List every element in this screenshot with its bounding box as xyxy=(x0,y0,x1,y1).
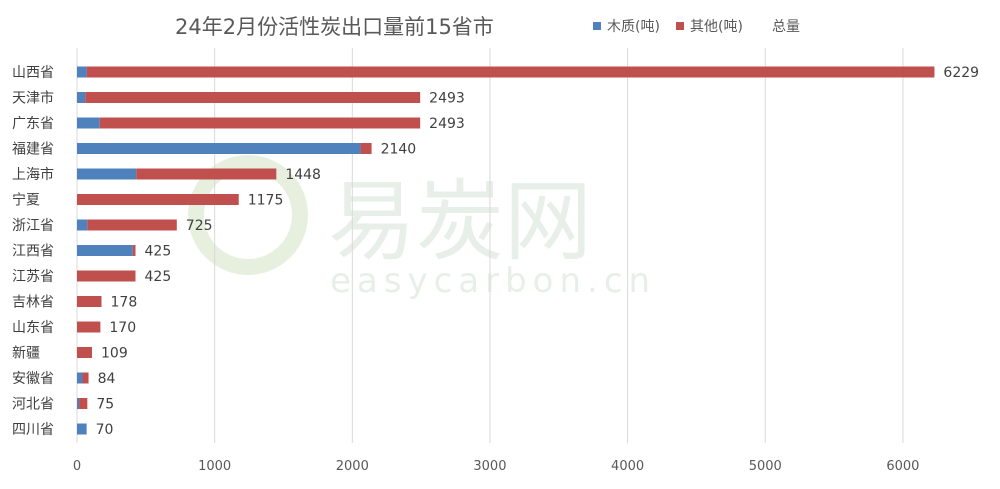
total-data-label: 2493 xyxy=(429,116,465,132)
bar-other xyxy=(360,143,372,154)
total-data-label: 70 xyxy=(96,422,114,438)
bar-wood xyxy=(77,423,87,435)
bar-other xyxy=(99,117,421,129)
total-data-label: 75 xyxy=(96,397,114,413)
bar-other xyxy=(85,92,421,103)
legend-label-total: 总量 xyxy=(772,19,800,35)
bar-wood xyxy=(77,245,133,256)
category-label: 宁夏 xyxy=(12,192,40,209)
x-tick-label: 1000 xyxy=(198,459,231,474)
bar-other xyxy=(86,66,935,78)
bars xyxy=(77,66,935,435)
category-label: 江西省 xyxy=(12,244,54,260)
bar-wood xyxy=(77,117,100,129)
x-tick-label: 0 xyxy=(73,459,81,474)
total-data-label: 2493 xyxy=(429,91,465,107)
bar-wood xyxy=(77,398,80,409)
legend: 木质(吨) 其他(吨) 总量 xyxy=(593,19,800,35)
bar-other xyxy=(77,270,136,282)
total-data-label: 178 xyxy=(111,295,138,311)
total-data-label: 170 xyxy=(109,320,136,336)
chart-title: 24年2月份活性炭出口量前15省市 xyxy=(175,15,494,39)
category-label: 河北省 xyxy=(12,397,54,413)
x-tick-label: 3000 xyxy=(473,459,506,474)
total-data-label: 6229 xyxy=(943,65,979,81)
bar-other xyxy=(87,219,177,231)
category-label: 天津市 xyxy=(12,90,54,107)
x-tick-labels: 0 1000 2000 3000 4000 5000 6000 xyxy=(73,459,920,474)
category-label: 山东省 xyxy=(12,320,54,336)
category-label: 吉林省 xyxy=(12,295,54,311)
bar-other xyxy=(132,245,136,256)
category-labels: 山西省天津市广东省福建省上海市宁夏浙江省江西省江苏省吉林省山东省新疆安徽省河北省… xyxy=(12,65,54,438)
total-data-label: 425 xyxy=(145,269,172,285)
category-label: 浙江省 xyxy=(12,218,54,234)
bar-wood xyxy=(77,92,86,103)
watermark-sub-text: easycarbon.cn xyxy=(330,261,656,301)
legend-label-wood: 木质(吨) xyxy=(607,19,660,35)
category-label: 广东省 xyxy=(12,116,54,132)
total-data-label: 725 xyxy=(186,218,213,234)
total-data-label: 1448 xyxy=(285,167,321,183)
category-label: 安徽省 xyxy=(12,371,54,387)
total-data-label: 425 xyxy=(145,244,172,260)
x-tick-label: 2000 xyxy=(336,459,369,474)
category-label: 江苏省 xyxy=(12,269,54,285)
watermark-main-text: 易炭网 xyxy=(328,170,592,273)
total-data-label: 1175 xyxy=(248,193,284,209)
total-data-label: 2140 xyxy=(381,142,417,158)
category-label: 福建省 xyxy=(12,142,54,158)
total-data-label: 84 xyxy=(98,371,116,387)
bar-wood xyxy=(77,143,361,154)
bar-other xyxy=(136,168,277,180)
bar-other xyxy=(82,372,89,384)
legend-label-other: 其他(吨) xyxy=(690,19,743,35)
bar-other xyxy=(77,347,93,358)
bar-other xyxy=(77,321,101,333)
legend-swatch-other xyxy=(676,22,684,30)
x-tick-label: 5000 xyxy=(749,459,782,474)
watermark-logo-icon xyxy=(188,155,308,275)
x-tick-label: 6000 xyxy=(886,459,919,474)
legend-swatch-wood xyxy=(593,22,601,30)
category-label: 山西省 xyxy=(12,65,54,81)
total-data-label: 109 xyxy=(101,346,128,362)
bar-wood xyxy=(77,168,137,180)
bar-wood xyxy=(77,66,87,78)
category-label: 上海市 xyxy=(12,166,54,183)
watermark: 易炭网 easycarbon.cn xyxy=(188,155,656,301)
x-tick-label: 4000 xyxy=(611,459,644,474)
category-label: 四川省 xyxy=(12,422,54,438)
bar-other xyxy=(77,296,102,307)
category-label: 新疆 xyxy=(12,346,40,362)
bar-other xyxy=(77,194,239,205)
bar-other xyxy=(79,398,88,409)
bar-wood xyxy=(77,219,88,231)
bar-wood xyxy=(77,372,83,384)
